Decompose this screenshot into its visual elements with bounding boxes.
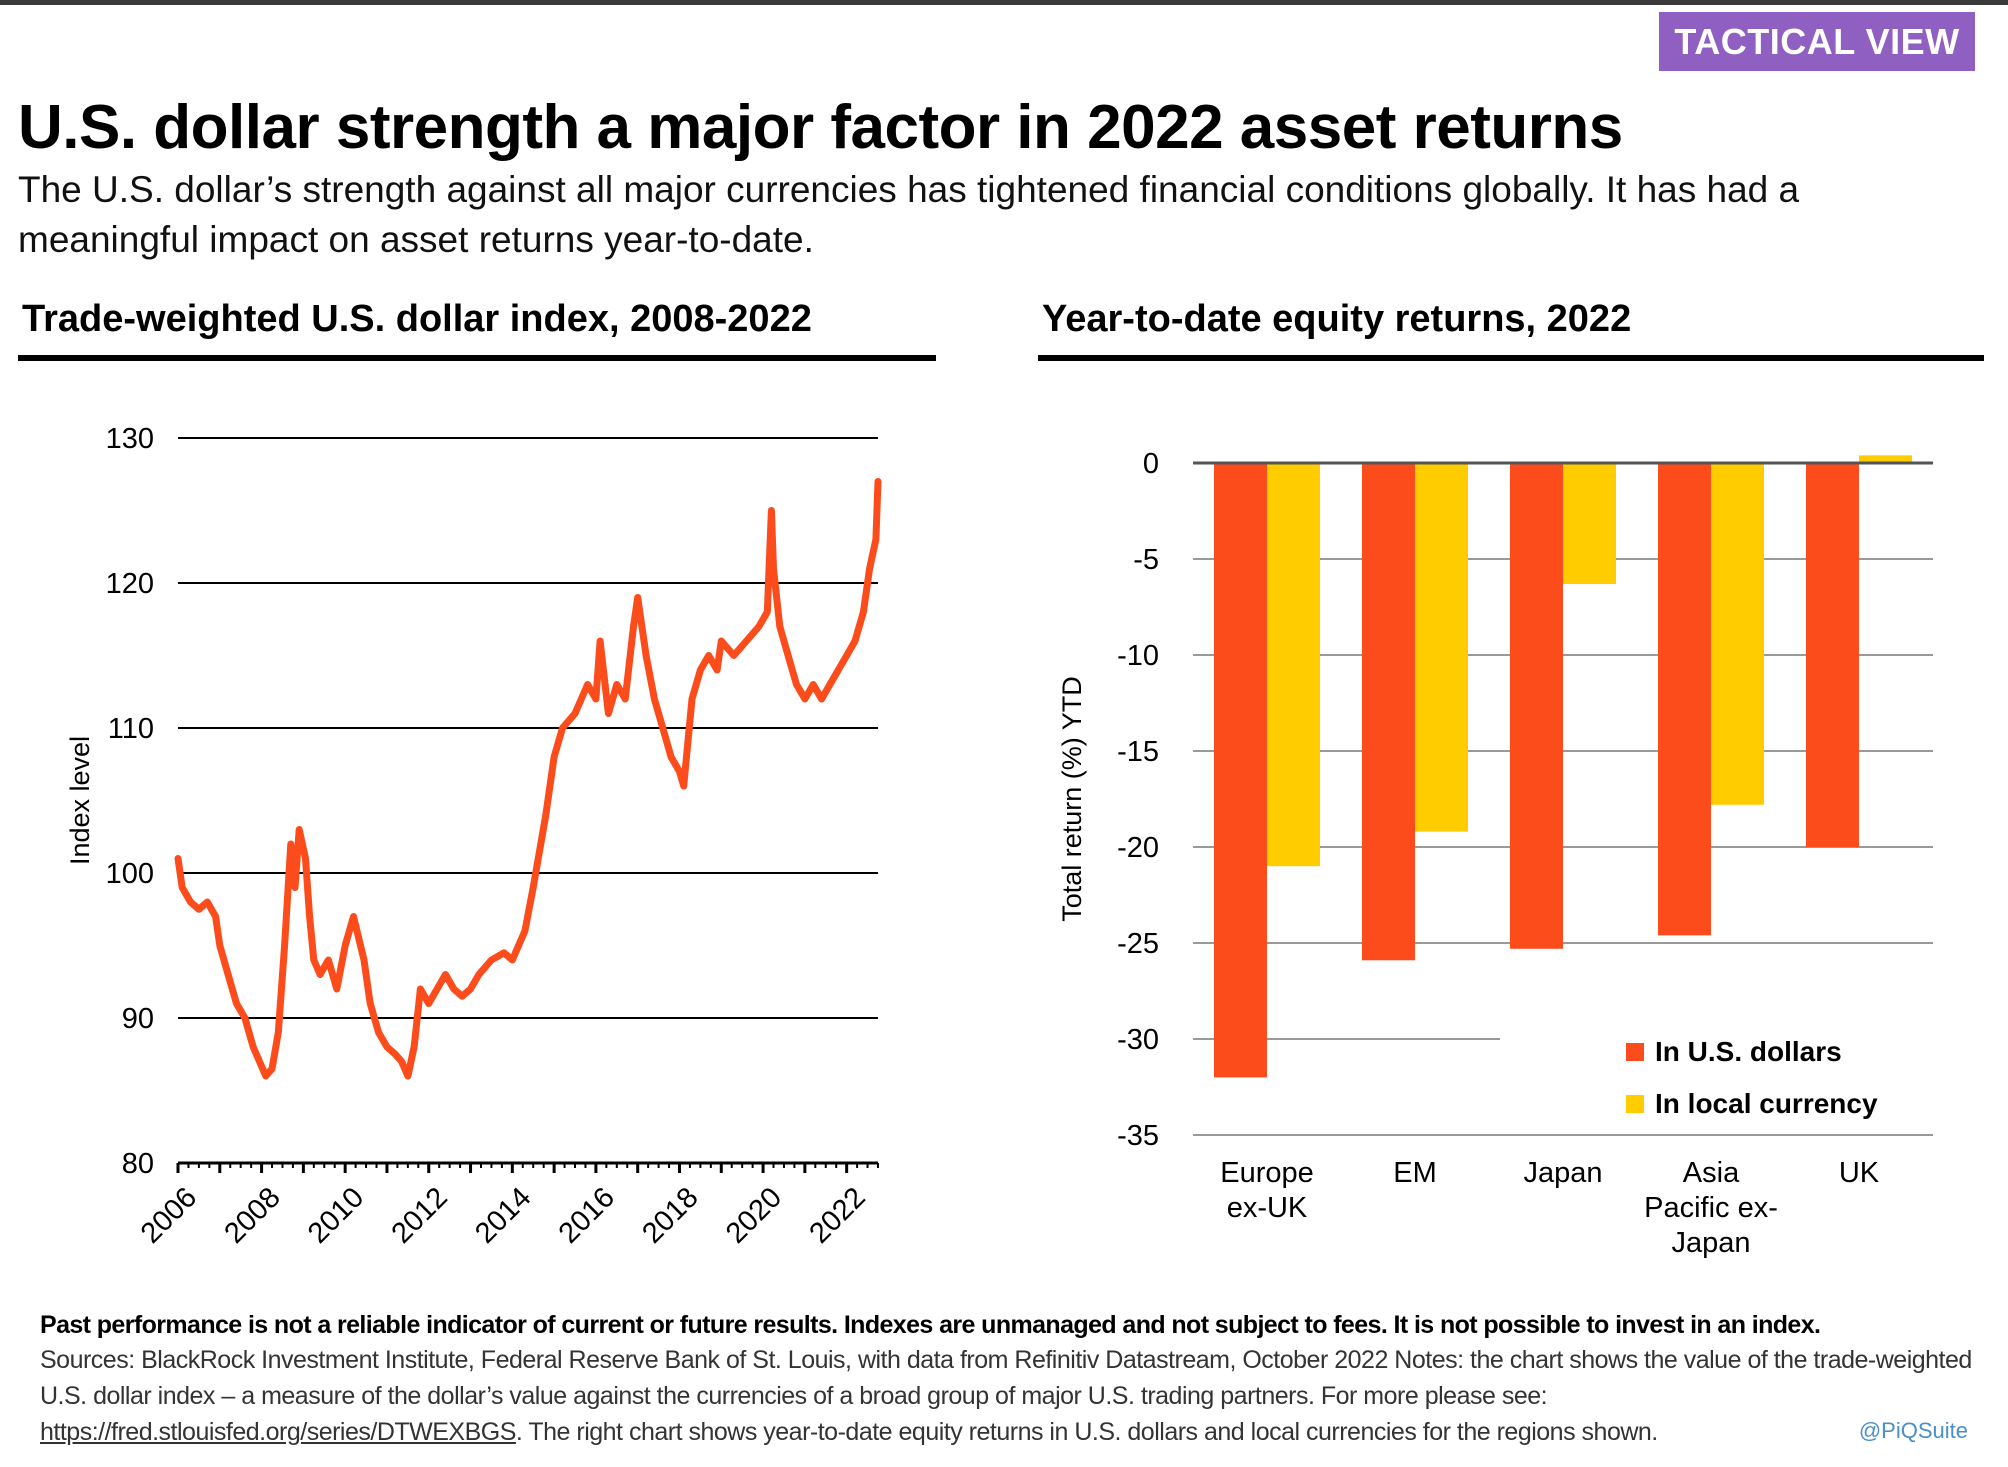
usd-bar bbox=[1510, 463, 1563, 949]
legend-background bbox=[1500, 1025, 1945, 1127]
top-rule bbox=[0, 0, 2008, 5]
x-tick-label: 2014 bbox=[469, 1181, 537, 1249]
x-category-label: UK bbox=[1839, 1157, 1880, 1189]
y-tick-label: -35 bbox=[1117, 1120, 1159, 1152]
legend-label: In U.S. dollars bbox=[1655, 1036, 1842, 1067]
usd-bar bbox=[1806, 463, 1859, 847]
y-tick-label: -25 bbox=[1117, 928, 1159, 960]
y-tick-label: 80 bbox=[122, 1148, 154, 1180]
x-category-label: Japan bbox=[1523, 1157, 1602, 1189]
usd-bar bbox=[1658, 463, 1711, 936]
legend-swatch bbox=[1626, 1043, 1644, 1061]
x-category-label: EM bbox=[1393, 1157, 1437, 1189]
sources-note: Sources: BlackRock Investment Institute,… bbox=[40, 1342, 1990, 1450]
disclaimer: Past performance is not a reliable indic… bbox=[40, 1311, 1821, 1339]
y-tick-label: 130 bbox=[106, 423, 154, 455]
fred-link[interactable]: https://fred.stlouisfed.org/series/DTWEX… bbox=[40, 1418, 516, 1446]
x-tick-label: 2012 bbox=[386, 1181, 454, 1249]
y-tick-label: -5 bbox=[1133, 544, 1159, 576]
local-currency-bar bbox=[1415, 463, 1468, 832]
sources-text: Sources: BlackRock Investment Institute,… bbox=[40, 1346, 1972, 1410]
y-tick-label: -15 bbox=[1117, 736, 1159, 768]
x-tick-label: 2010 bbox=[302, 1181, 370, 1249]
legend-swatch bbox=[1626, 1095, 1644, 1113]
y-tick-label: 120 bbox=[106, 568, 154, 600]
x-tick-label: 2018 bbox=[636, 1181, 704, 1249]
y-axis-title: Total return (%) YTD bbox=[1057, 676, 1087, 922]
local-currency-bar bbox=[1859, 455, 1912, 463]
x-tick-label: 2020 bbox=[720, 1181, 788, 1249]
credit-handle: @PiQSuite bbox=[1858, 1418, 1968, 1443]
page-title: U.S. dollar strength a major factor in 2… bbox=[18, 93, 1623, 162]
y-axis-title: Index level bbox=[65, 736, 95, 865]
equity-returns-bar-chart: 0 -5 -10 -15 -20 -25 -30 -35 Total return (%) YT… bbox=[1057, 448, 1945, 1259]
y-tick-label: 0 bbox=[1143, 448, 1159, 480]
usd-bar bbox=[1362, 463, 1415, 961]
left-chart-title: Trade-weighted U.S. dollar index, 2008-2… bbox=[22, 298, 812, 340]
y-tick-label: 110 bbox=[108, 713, 154, 745]
usd-bar bbox=[1214, 463, 1267, 1078]
right-chart-title-rule bbox=[1038, 355, 1984, 361]
y-tick-label: 100 bbox=[106, 858, 154, 890]
sources-text-end: . The right chart shows year-to-date equ… bbox=[515, 1418, 1658, 1446]
footer: Past performance is not a reliable indic… bbox=[40, 1308, 1990, 1450]
y-tick-label: -20 bbox=[1117, 832, 1159, 864]
x-tick-label: 2022 bbox=[804, 1181, 872, 1249]
legend-label: In local currency bbox=[1655, 1088, 1878, 1119]
local-currency-bar bbox=[1267, 463, 1320, 867]
y-tick-label: 90 bbox=[122, 1003, 154, 1035]
y-tick-label: -10 bbox=[1117, 640, 1159, 672]
x-tick-label: 2006 bbox=[135, 1181, 203, 1249]
x-category-label: Japan bbox=[1671, 1227, 1750, 1259]
x-category-label: Asia bbox=[1683, 1157, 1740, 1189]
x-category-label: Pacific ex- bbox=[1644, 1192, 1778, 1224]
page-subtitle: The U.S. dollar’s strength against all m… bbox=[18, 169, 1800, 260]
right-chart-title: Year-to-date equity returns, 2022 bbox=[1042, 298, 1632, 340]
tactical-view-badge: TACTICAL VIEW bbox=[1659, 12, 1975, 71]
x-tick-label: 2016 bbox=[553, 1181, 621, 1249]
x-tick-label: 2008 bbox=[218, 1181, 286, 1249]
y-tick-label: -30 bbox=[1117, 1024, 1159, 1056]
local-currency-bar bbox=[1711, 463, 1764, 805]
x-category-label: Europe bbox=[1220, 1157, 1314, 1189]
dollar-index-line bbox=[174, 478, 882, 1080]
left-chart-title-rule bbox=[18, 355, 936, 361]
local-currency-bar bbox=[1563, 463, 1616, 584]
x-category-label: ex-UK bbox=[1227, 1192, 1308, 1224]
